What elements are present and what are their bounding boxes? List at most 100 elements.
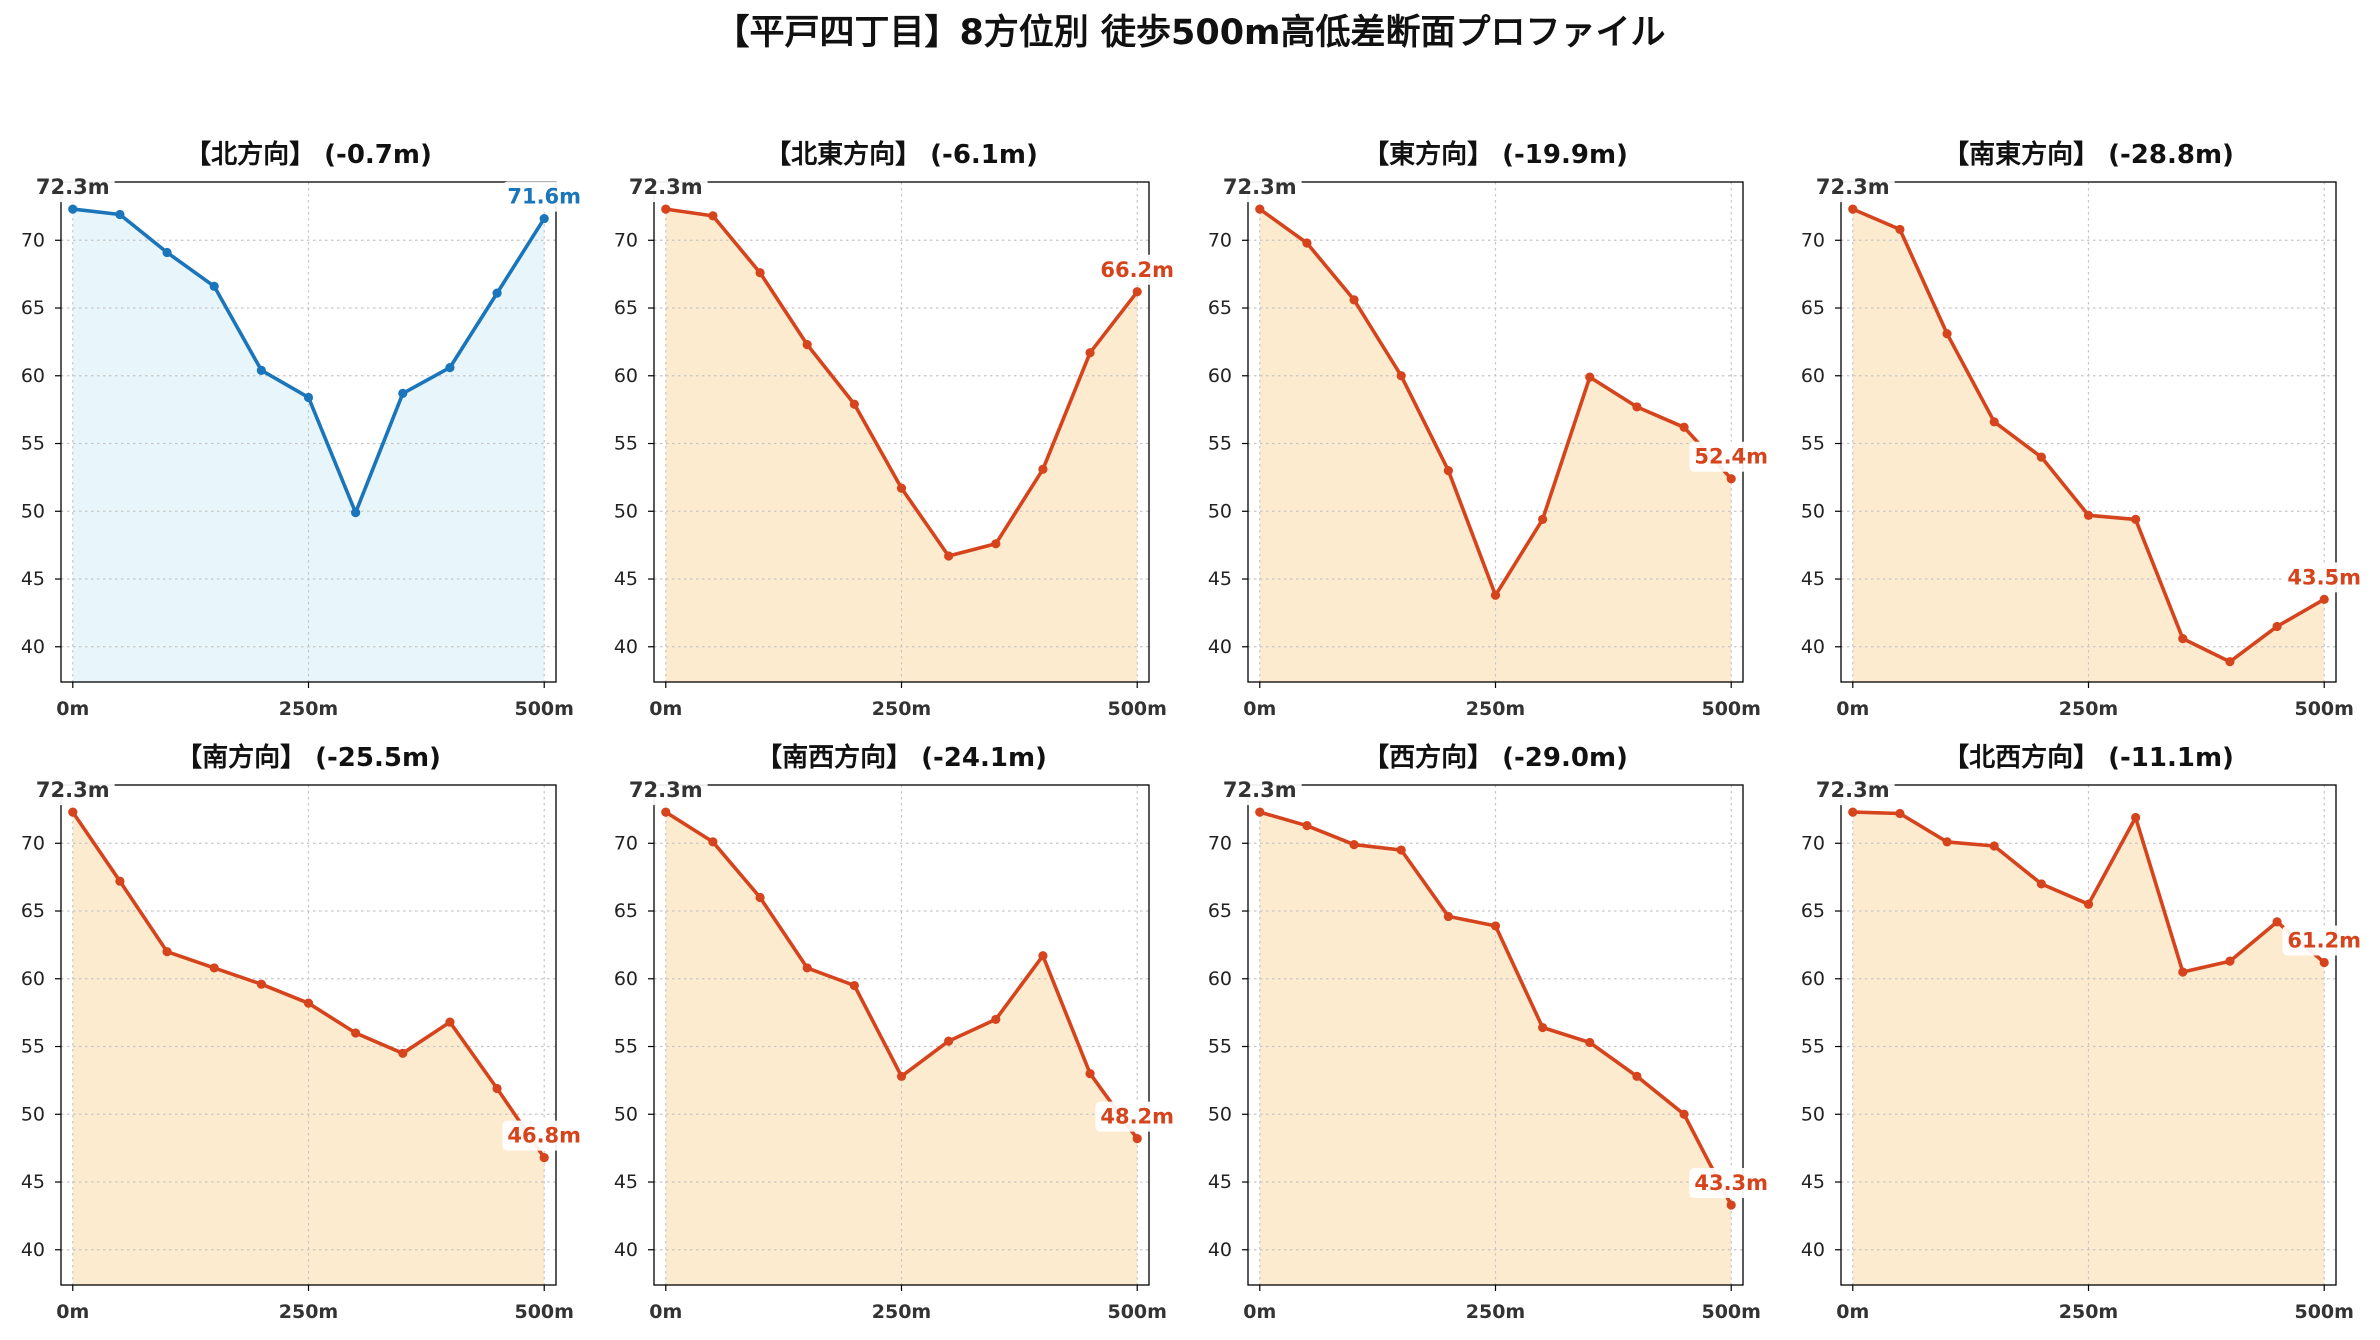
x-tick-label: 500m (2294, 1301, 2353, 1323)
y-tick-label: 70 (1801, 832, 1825, 854)
x-tick-label: 500m (514, 698, 573, 720)
data-point (2272, 917, 2282, 927)
data-point (539, 213, 549, 224)
data-point (2036, 879, 2046, 889)
data-point (991, 1014, 1001, 1025)
x-tick-label: 0m (649, 1301, 682, 1323)
y-tick-label: 70 (1208, 229, 1232, 251)
data-point (2272, 621, 2282, 632)
x-tick-label: 0m (1836, 698, 1869, 720)
y-tick-label: 70 (1801, 229, 1825, 251)
data-point (1848, 204, 1858, 214)
data-point (755, 892, 765, 903)
data-point (1538, 514, 1548, 524)
y-tick-label: 40 (614, 1239, 638, 1261)
data-point (1989, 417, 1999, 427)
y-tick-label: 70 (21, 229, 45, 251)
data-point (539, 1153, 549, 1163)
data-point (1679, 1109, 1689, 1119)
y-tick-label: 60 (1801, 365, 1825, 387)
y-tick-label: 50 (1801, 1103, 1825, 1125)
subplot-north: 40 45 50 55 60 65 70 0m 250m 500m 【北方向】 (-0.7m) 72.… (21, 139, 587, 720)
subplot-title: 【北方向】 (-0.7m) (185, 139, 432, 170)
data-point (445, 363, 455, 373)
data-point (209, 963, 219, 973)
y-tick-label: 65 (614, 900, 638, 922)
x-tick-label: 500m (1107, 698, 1166, 720)
y-tick-label: 55 (614, 433, 638, 455)
end-elevation-label-box (2282, 925, 2367, 956)
area-fill (1259, 209, 1732, 682)
end-elevation-label-box (1689, 1168, 1774, 1199)
x-tick-label: 250m (2059, 1301, 2118, 1323)
data-point (1396, 845, 1406, 855)
y-tick-label: 70 (614, 229, 638, 251)
data-point (303, 392, 314, 403)
data-point (1349, 295, 1359, 305)
data-point (1085, 1069, 1095, 1079)
x-tick-label: 250m (1466, 1301, 1525, 1323)
start-elevation-label: 72.3m (1223, 175, 1297, 199)
data-point (351, 1028, 361, 1038)
y-tick-label: 40 (1801, 1239, 1825, 1261)
data-point (1132, 1134, 1142, 1144)
end-elevation-label: 61.2m (2287, 929, 2361, 953)
y-tick-label: 45 (1801, 1171, 1825, 1193)
data-point (1726, 474, 1736, 484)
y-tick-label: 70 (614, 832, 638, 854)
x-tick-label: 500m (1701, 698, 1760, 720)
data-point (1585, 1037, 1595, 1048)
subplot-southwest: 40 45 50 55 60 65 70 0m 250m 500m 【南西方向】 (-24.1m) 7… (614, 742, 1180, 1323)
data-point (256, 365, 266, 375)
x-tick-label: 250m (872, 698, 931, 720)
y-tick-label: 40 (1208, 1239, 1232, 1261)
data-point (991, 539, 1001, 549)
area-fill (72, 812, 545, 1285)
data-point (1132, 287, 1142, 297)
subplot-northwest: 40 45 50 55 60 65 70 0m 250m 500m 【北西方向】 (-11.1m) 7… (1801, 742, 2367, 1323)
data-point (1585, 372, 1595, 382)
start-elevation-label: 72.3m (1816, 778, 1890, 802)
data-point (1302, 821, 1312, 831)
data-point (944, 1036, 954, 1046)
start-elevation-label: 72.3m (629, 175, 703, 199)
data-point (2225, 956, 2235, 966)
y-tick-label: 60 (1208, 968, 1232, 990)
data-point (802, 340, 812, 350)
y-tick-label: 40 (21, 1239, 45, 1261)
x-tick-label: 250m (872, 1301, 931, 1323)
y-tick-label: 45 (614, 568, 638, 590)
data-point (2083, 510, 2094, 520)
y-tick-label: 60 (614, 365, 638, 387)
end-elevation-label-box (1689, 441, 1774, 472)
data-point (209, 281, 219, 291)
data-point (1396, 371, 1406, 381)
data-point (162, 947, 172, 957)
x-tick-label: 250m (2059, 698, 2118, 720)
y-tick-label: 40 (21, 636, 45, 658)
y-tick-label: 45 (1208, 568, 1232, 590)
y-tick-label: 60 (1208, 365, 1232, 387)
data-point (351, 508, 361, 518)
data-point (802, 963, 812, 973)
x-tick-label: 0m (1243, 698, 1276, 720)
data-point (1726, 1200, 1736, 1210)
data-point (68, 204, 78, 214)
y-tick-label: 60 (21, 968, 45, 990)
data-point (115, 876, 125, 886)
data-point (708, 211, 718, 221)
data-point (944, 551, 954, 561)
subplot-title: 【南方向】 (-25.5m) (176, 742, 441, 773)
y-tick-label: 45 (614, 1171, 638, 1193)
end-elevation-label: 48.2m (1100, 1105, 1174, 1129)
end-elevation-label: 43.3m (1694, 1171, 1768, 1195)
end-elevation-label: 52.4m (1694, 445, 1768, 469)
x-tick-label: 250m (279, 698, 338, 720)
x-tick-label: 250m (279, 1301, 338, 1323)
x-tick-label: 500m (1107, 1301, 1166, 1323)
area-fill (665, 812, 1138, 1285)
end-elevation-label: 46.8m (507, 1124, 581, 1148)
y-tick-label: 65 (1208, 900, 1232, 922)
y-tick-label: 70 (1208, 832, 1232, 854)
data-point (303, 998, 314, 1008)
